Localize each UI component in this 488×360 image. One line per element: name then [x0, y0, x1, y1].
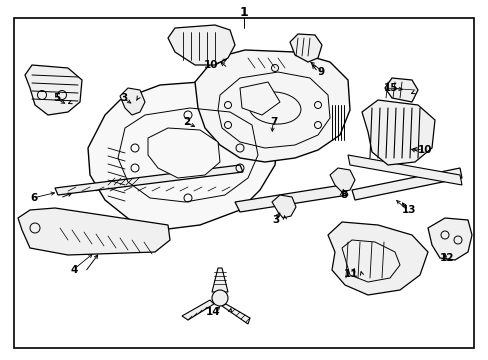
- Polygon shape: [88, 82, 280, 230]
- Polygon shape: [222, 304, 249, 324]
- Text: 9: 9: [317, 67, 325, 77]
- Polygon shape: [289, 34, 321, 62]
- Polygon shape: [271, 195, 295, 218]
- Text: 12: 12: [439, 253, 453, 263]
- Text: 5: 5: [53, 93, 60, 103]
- Polygon shape: [148, 128, 220, 178]
- Polygon shape: [212, 268, 227, 292]
- Polygon shape: [351, 168, 461, 200]
- Text: 6: 6: [31, 193, 38, 203]
- Polygon shape: [182, 300, 214, 320]
- Polygon shape: [361, 100, 434, 165]
- Text: 8: 8: [339, 190, 346, 200]
- Polygon shape: [384, 78, 417, 102]
- Polygon shape: [240, 82, 280, 115]
- Polygon shape: [18, 208, 170, 255]
- Polygon shape: [427, 218, 471, 260]
- Circle shape: [212, 290, 227, 306]
- Text: 14: 14: [205, 307, 220, 317]
- Polygon shape: [195, 50, 349, 162]
- Text: 10: 10: [203, 60, 218, 70]
- Text: 1: 1: [239, 5, 248, 18]
- Text: 3: 3: [272, 215, 280, 225]
- Text: 2: 2: [183, 117, 190, 127]
- Text: 15: 15: [383, 83, 397, 93]
- Polygon shape: [55, 165, 243, 195]
- Polygon shape: [235, 185, 347, 212]
- Text: 7: 7: [270, 117, 278, 127]
- Text: 4: 4: [70, 265, 78, 275]
- Text: 11: 11: [343, 269, 357, 279]
- Polygon shape: [329, 168, 354, 192]
- Polygon shape: [347, 155, 461, 185]
- Text: 13: 13: [401, 205, 416, 215]
- Polygon shape: [168, 25, 235, 65]
- Text: 10: 10: [417, 145, 431, 155]
- Ellipse shape: [248, 92, 300, 124]
- Polygon shape: [120, 88, 145, 115]
- Text: 3: 3: [121, 93, 128, 103]
- Polygon shape: [327, 222, 427, 295]
- Polygon shape: [25, 65, 82, 115]
